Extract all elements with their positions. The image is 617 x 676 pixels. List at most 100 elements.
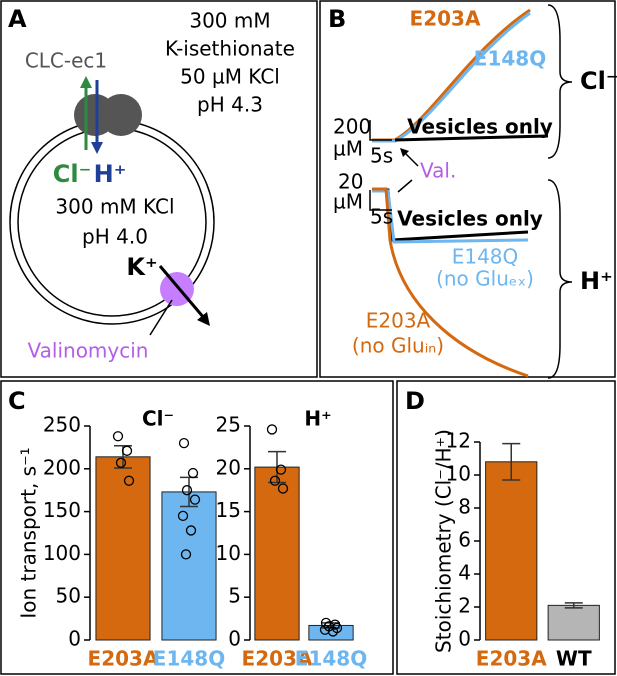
trace-label: E148Q (474, 47, 546, 71)
data-point (115, 457, 127, 468)
y-tick-label: 25 (216, 413, 241, 437)
y-tick-label: 10 (446, 462, 471, 486)
x-tick-label: WT (556, 647, 592, 671)
marker-arrow (397, 179, 413, 193)
y-tick-label: 20 (216, 455, 241, 479)
data-point (187, 467, 199, 479)
cl-label: Cl⁻ (53, 160, 92, 188)
panel-letter: C (8, 387, 26, 415)
panel-letter: A (8, 5, 27, 33)
cl-arrowhead (80, 76, 92, 88)
data-point (123, 475, 135, 486)
scale-label: 5s (370, 205, 393, 229)
data-point (180, 549, 192, 560)
bar (485, 461, 538, 641)
error-bar (564, 602, 583, 609)
ionophore-label: Valinomycin (28, 339, 149, 363)
data-point (177, 510, 189, 522)
y-tick-label: 250 (43, 413, 81, 437)
outside-text: 50 µM KCl (180, 65, 280, 89)
data-point (275, 464, 287, 475)
bar (95, 456, 151, 641)
h-arrowhead (91, 142, 103, 154)
ion-label: Cl⁻ (580, 67, 617, 95)
x-tick-label: E148Q (153, 647, 225, 671)
scale-label: 20 (338, 170, 363, 194)
data-point (185, 525, 197, 536)
y-tick-label: 200 (43, 455, 81, 479)
trace-label: E148Q (452, 245, 519, 269)
scale-label: µM (333, 190, 363, 214)
chart-title: H⁺ (304, 407, 331, 431)
trace-label: (no Gluₑₓ) (436, 267, 534, 291)
data-point (178, 437, 190, 449)
data-point (112, 431, 124, 442)
protein-subunit (100, 94, 142, 136)
y-tick-label: 15 (216, 498, 241, 522)
trace-e148q (372, 189, 529, 244)
bar (547, 604, 600, 641)
y-tick-label: 0 (458, 627, 471, 651)
scale-label: µM (333, 137, 363, 161)
x-tick-label: E203A (88, 647, 159, 671)
y-tick-label: 100 (43, 541, 81, 565)
panel-frame (319, 0, 616, 378)
y-tick-label: 2 (458, 594, 471, 618)
x-tick-label: E148Q (295, 647, 367, 671)
ion-label: H⁺ (580, 267, 613, 295)
brace (547, 4, 573, 159)
trace-vesicles (394, 134, 549, 142)
marker-label: Val. (420, 159, 456, 183)
y-tick-label: 4 (458, 561, 471, 585)
trace-e148q (372, 11, 531, 143)
outside-text: 300 mM (189, 9, 270, 33)
outside-text: K-isethionate (165, 37, 295, 61)
inside-text: pH 4.0 (82, 225, 148, 249)
panel-a: A CLC-ec1 300 mM K-isethionate 50 µM KCl… (8, 5, 295, 363)
panel-letter: B (328, 5, 346, 33)
bar (254, 466, 300, 641)
y-tick-label: 0 (68, 627, 81, 651)
panel-frame (396, 380, 616, 675)
brace (547, 179, 573, 379)
x-tick-label: E203A (242, 647, 313, 671)
data-point (189, 494, 201, 505)
marker-arrowhead (400, 148, 409, 157)
trace-label: E203A (366, 309, 431, 333)
error-bar (502, 442, 521, 481)
y-tick-label: 10 (216, 541, 241, 565)
chart-title: Cl⁻ (142, 407, 174, 431)
k-arrow (158, 265, 206, 319)
bar (161, 491, 217, 641)
y-tick-label: 150 (43, 498, 81, 522)
protein-label: CLC-ec1 (25, 49, 107, 73)
trace-e203a (372, 187, 529, 378)
h-label: H⁺ (94, 160, 127, 188)
inside-text: 300 mM KCl (55, 195, 174, 219)
data-point (121, 445, 133, 456)
x-tick-label: E203A (476, 647, 547, 671)
data-point (277, 483, 289, 494)
k-label: K⁺ (126, 253, 157, 281)
pointer (149, 299, 173, 336)
data-point (269, 475, 281, 486)
y-tick-label: 8 (458, 495, 471, 519)
y-tick-label: 6 (458, 528, 471, 552)
panel-frame (0, 380, 394, 675)
trace-label: Vesicles only (407, 115, 553, 139)
trace-label: E203A (410, 7, 481, 31)
scale-label: 200 (333, 115, 371, 139)
panel-b: B 200 µM 5s E203A E148Q Vesicles only Va… (328, 4, 617, 379)
y-tick-label: 12 (446, 429, 471, 453)
trace-label: (no Gluᵢₙ) (352, 334, 444, 358)
scale-bar (369, 190, 392, 211)
data-point (319, 624, 331, 635)
scale-label: 5s (370, 144, 393, 168)
data-point (327, 626, 339, 637)
y-tick-label: 50 (56, 584, 81, 608)
scale-bar (369, 120, 392, 141)
panel-letter: D (405, 387, 425, 415)
k-arrowhead (197, 312, 210, 326)
trace-label: Vesicles only (397, 207, 543, 231)
